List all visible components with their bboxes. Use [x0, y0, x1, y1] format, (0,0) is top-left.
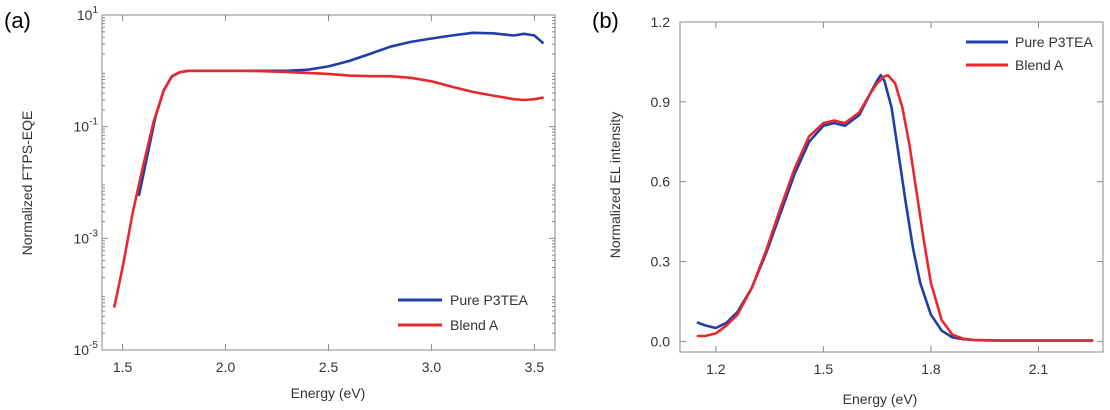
panel-a-x-ticks: 1.5 2.0 2.5 3.0 3.5 [113, 15, 544, 375]
y-tick-label: 1.2 [651, 14, 671, 30]
series-line-blend-a [696, 73, 1094, 342]
x-tick-label: 1.8 [921, 361, 941, 377]
panel-a-x-axis-title: Energy (eV) [291, 385, 366, 401]
panel-b-plot-frame [679, 21, 1104, 353]
x-tick-label: 3.0 [422, 359, 442, 375]
x-tick-label: 2.1 [1029, 361, 1049, 377]
y-tick-label: 101 [77, 5, 99, 23]
panel-a-legend-label-pure-p3tea: Pure P3TEA [450, 292, 528, 308]
y-tick-label: 0.6 [651, 174, 671, 190]
panel-b-legend-label-pure-p3tea: Pure P3TEA [1015, 34, 1093, 50]
series-line-pure-p3tea [137, 31, 544, 197]
panel-a-label: (a) [4, 8, 31, 33]
y-tick-label: 10-5 [74, 340, 99, 358]
panel-b-x-axis-title: Energy (eV) [843, 391, 918, 407]
y-tick-label: 10-3 [74, 228, 99, 246]
series-line-pure-p3tea [696, 73, 1094, 342]
panel-b: (b) 1.2 1.5 1.8 2.1 0.0 0.3 0.6 0.9 1.2 Energy … [592, 8, 1104, 407]
panel-b-y-axis-title: Normalized EL intensity [607, 112, 623, 259]
x-tick-label: 1.2 [706, 361, 726, 377]
panel-a-y-axis-title: Normalized FTPS-EQE [19, 111, 35, 256]
x-tick-label: 1.5 [814, 361, 834, 377]
panel-b-lines [696, 73, 1094, 342]
panel-a-legend-label-blend-a: Blend A [450, 317, 499, 333]
panel-a-legend: Pure P3TEA Blend A [398, 292, 528, 333]
panel-a: (a) 1.5 2.0 2.5 3.0 3.5 10-5 10-3 10-1 101 Ener… [4, 5, 556, 401]
panel-a-lines [113, 31, 544, 308]
x-tick-label: 3.5 [525, 359, 545, 375]
panel-b-y-ticks: 0.0 0.3 0.6 0.9 1.2 [651, 14, 1103, 349]
x-tick-label: 2.0 [216, 359, 236, 375]
panel-b-legend: Pure P3TEA Blend A [966, 34, 1093, 73]
y-tick-label: 0.9 [651, 94, 671, 110]
y-tick-label: 0.3 [651, 254, 671, 270]
x-tick-label: 2.5 [319, 359, 339, 375]
panel-b-legend-label-blend-a: Blend A [1015, 57, 1064, 73]
y-tick-label: 10-1 [74, 117, 99, 135]
series-line-blend-a [113, 69, 544, 308]
x-tick-label: 1.5 [113, 359, 133, 375]
panel-b-label: (b) [592, 8, 619, 33]
panel-b-x-ticks: 1.2 1.5 1.8 2.1 [706, 22, 1048, 377]
y-tick-label: 0.0 [651, 333, 671, 349]
